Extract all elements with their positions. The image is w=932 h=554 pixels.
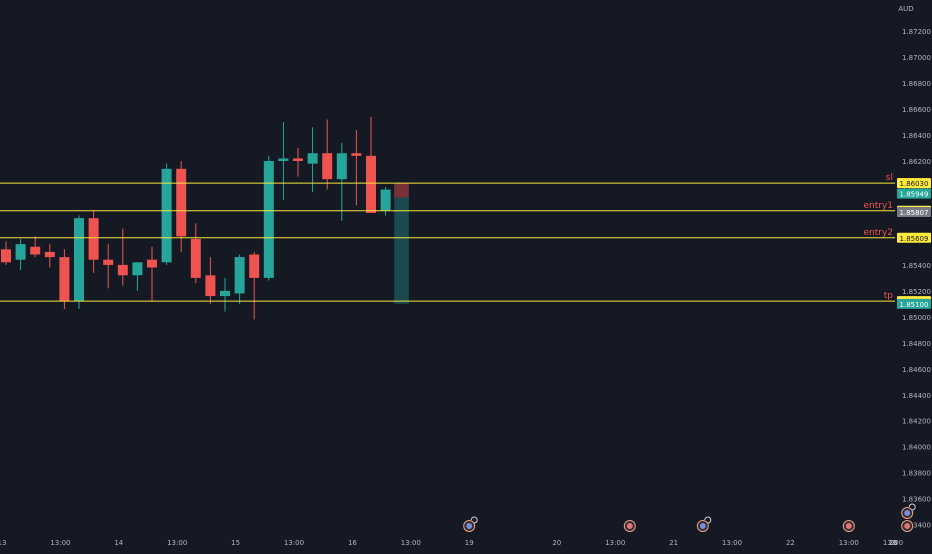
y-tick-label: 1.84400 (902, 392, 931, 400)
candle-body[interactable] (59, 257, 70, 302)
price-tag-label: 1.86030 (900, 180, 929, 188)
y-tick-label: 1.86200 (902, 158, 931, 166)
candle-body[interactable] (220, 290, 230, 297)
x-tick-label: 22 (786, 539, 795, 547)
x-tick-label: 13:00 (839, 539, 859, 547)
y-tick-label: 1.86400 (902, 132, 931, 140)
level-label: entry2 (863, 228, 893, 238)
price-tag (897, 298, 931, 309)
level-label: entry1 (863, 201, 893, 211)
position-zones (394, 183, 409, 304)
x-tick-label: 2 (891, 539, 895, 547)
flag-icon[interactable] (623, 520, 636, 532)
flag-refresh-icon[interactable] (901, 503, 916, 519)
x-tick-label: 20 (552, 539, 561, 547)
flag-refresh-icon[interactable] (696, 516, 712, 532)
candle-body[interactable] (74, 218, 84, 302)
candle-body[interactable] (234, 257, 245, 294)
candle-body[interactable] (307, 153, 318, 164)
y-tick-label: 1.83400 (902, 522, 931, 530)
x-tick-label: 13:00 (722, 539, 742, 547)
y-tick-label: 1.84600 (902, 366, 931, 374)
y-tick-label: 1.86800 (902, 80, 931, 88)
y-tick-label: 1.84000 (902, 444, 931, 452)
candle-body[interactable] (351, 153, 362, 156)
candle-body[interactable] (249, 254, 260, 278)
candle-body[interactable] (1, 249, 11, 263)
candle-body[interactable] (205, 275, 216, 297)
price-tag (897, 232, 931, 243)
target-zone[interactable] (394, 197, 409, 304)
currency-label: AUD (898, 5, 913, 13)
x-tick-label: 13:00 (401, 539, 421, 547)
candle-body[interactable] (161, 168, 172, 263)
x-tick-label: 13:00 (284, 539, 304, 547)
x-tick-label: 13 (0, 539, 6, 547)
candle-body[interactable] (380, 189, 391, 211)
price-tag-label: 1.85807 (900, 209, 929, 217)
x-tick-label: 13:00 (883, 539, 903, 547)
x-tick-label: 14 (114, 539, 123, 547)
price-tag (897, 207, 931, 218)
candle-body[interactable] (15, 244, 26, 260)
price-tag (897, 188, 931, 199)
price-tag-label: 1.85100 (900, 301, 929, 309)
event-markers (463, 503, 916, 532)
candle-body[interactable] (263, 161, 274, 278)
y-tick-label: 1.83600 (902, 496, 931, 504)
flag-icon[interactable] (901, 520, 914, 532)
time-axis[interactable]: 13 13:00 14 13:00 15 13:00 16 13:00 19 20 13:00 21 1… (0, 539, 903, 547)
candle-body[interactable] (117, 264, 128, 276)
flag-icon[interactable] (842, 520, 855, 532)
candle-body[interactable] (278, 158, 289, 162)
candle-body[interactable] (190, 238, 201, 278)
x-tick-label: 23 (889, 539, 898, 547)
y-tick-label: 1.83800 (902, 470, 931, 478)
y-tick-label: 1.86600 (902, 106, 931, 114)
candle-body[interactable] (88, 218, 99, 260)
x-tick-label: 19 (465, 539, 474, 547)
candles (1, 116, 391, 320)
level-label: tp (884, 291, 894, 301)
price-tags: 1.860311.860301.859491.858171.858071.856… (897, 177, 931, 309)
x-tick-label: 26 (889, 539, 898, 547)
y-tick-label: 1.84800 (902, 340, 931, 348)
x-tick-label: 13:00 (50, 539, 70, 547)
x-tick-label: 21 (669, 539, 678, 547)
y-tick-label: 1.87200 (902, 28, 931, 36)
candle-body[interactable] (132, 262, 143, 276)
candle-body[interactable] (147, 259, 157, 268)
flag-refresh-icon[interactable] (463, 516, 478, 532)
x-tick-label: 16 (348, 539, 357, 547)
stop-zone[interactable] (394, 183, 409, 198)
x-tick-label: 13:00 (605, 539, 625, 547)
candle-body[interactable] (293, 158, 303, 162)
x-tick-label: 15 (231, 539, 240, 547)
level-label: sl (886, 173, 893, 183)
price-tag (897, 178, 931, 189)
candle-body[interactable] (103, 259, 114, 265)
candle-body[interactable] (176, 168, 187, 237)
candle-body[interactable] (44, 251, 55, 258)
candle-body[interactable] (322, 153, 333, 180)
price-tag-label: 1.85949 (900, 191, 929, 199)
candle-body[interactable] (30, 246, 41, 255)
y-tick-label: 1.87000 (902, 54, 931, 62)
level-lines: sl entry1 entry2 tp (0, 173, 895, 302)
y-tick-label: 1.85200 (902, 288, 931, 296)
x-tick-label: 13:00 (167, 539, 187, 547)
y-tick-label: 1.85000 (902, 314, 931, 322)
candle-body[interactable] (366, 155, 376, 213)
candle-body[interactable] (336, 153, 347, 180)
y-tick-label: 1.84200 (902, 418, 931, 426)
y-tick-label: 1.85400 (902, 262, 931, 270)
price-tag-label: 1.85609 (900, 235, 929, 243)
